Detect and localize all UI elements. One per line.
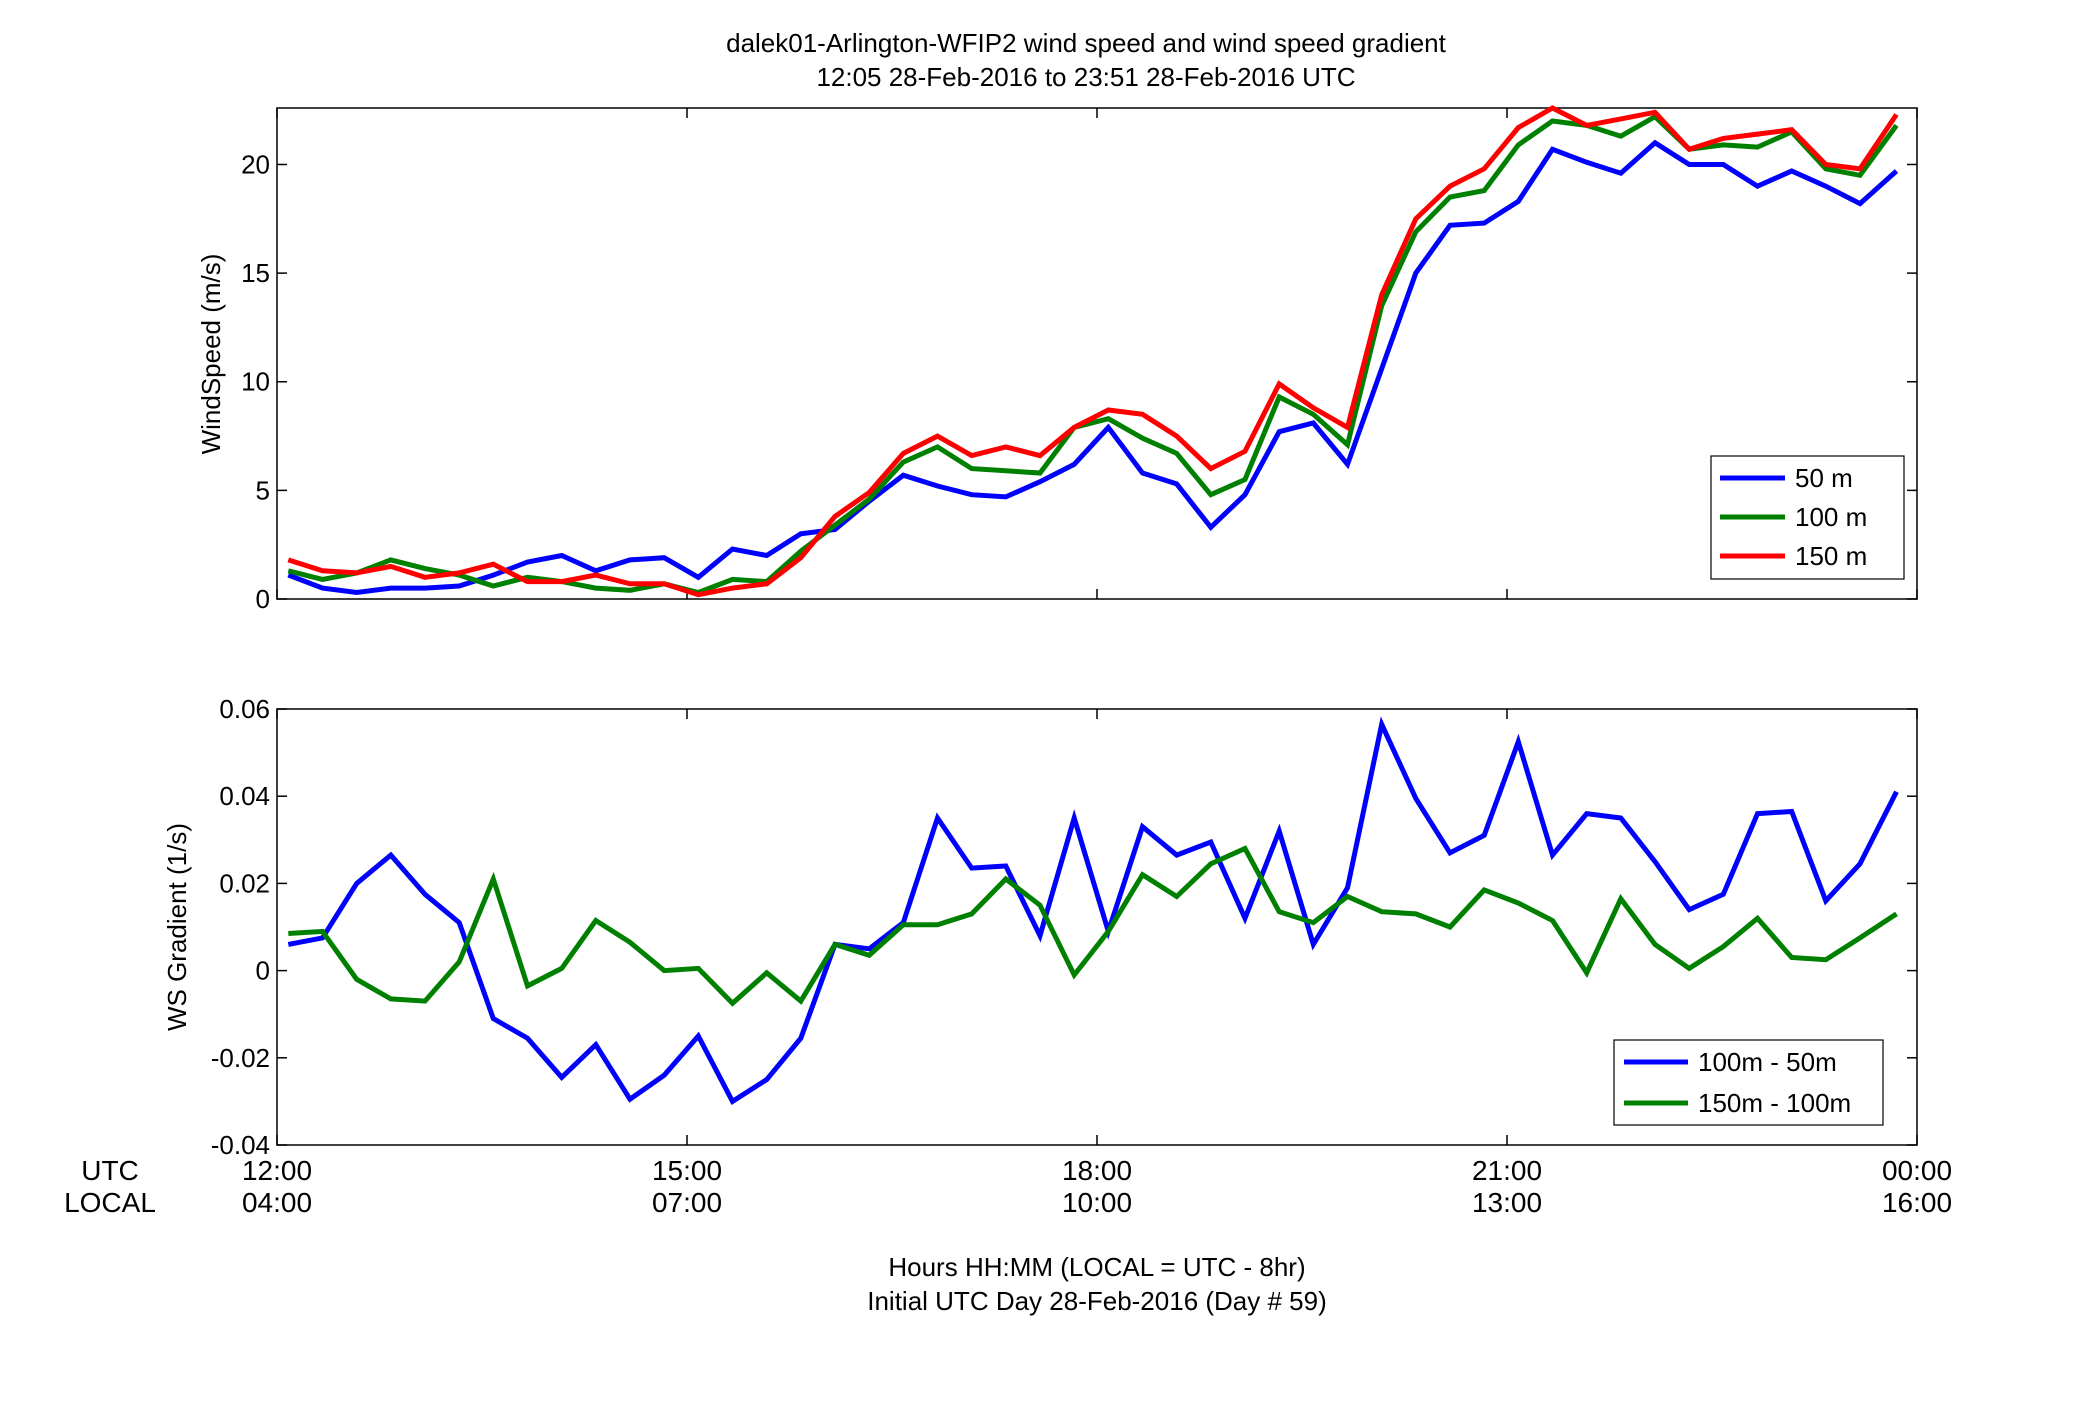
gradient-legend: 100m - 50m 150m - 100m — [1613, 1039, 1884, 1126]
windspeed-series-lines — [287, 105, 1899, 598]
legend-label-150m-100m: 150m - 100m — [1698, 1088, 1851, 1118]
x-axis-label-line1: Hours HH:MM (LOCAL = UTC - 8hr) — [888, 1252, 1305, 1282]
legend-label-100m-50m: 100m - 50m — [1698, 1047, 1837, 1077]
gradient-y-axis-label: WS Gradient (1/s) — [162, 823, 192, 1031]
windspeed-ytick-label: 20 — [241, 149, 270, 179]
x-axis-label-line2: Initial UTC Day 28-Feb-2016 (Day # 59) — [867, 1286, 1327, 1316]
series-line-100mminus50m — [287, 716, 1899, 1105]
gradient-ytick-label: 0 — [256, 956, 270, 986]
windspeed-panel: 0 5 10 15 20 WindSpeed (m/s) 50 m 100 m 150 … — [196, 105, 1918, 614]
legend-label-150m: 150 m — [1795, 541, 1867, 571]
windspeed-y-axis-label: WindSpeed (m/s) — [196, 254, 226, 455]
windspeed-ytick-label: 10 — [241, 367, 270, 397]
legend-label-50m: 50 m — [1795, 463, 1853, 493]
windspeed-legend: 50 m 100 m 150 m — [1710, 455, 1905, 580]
x-tick-label-local: 04:00 — [242, 1187, 312, 1218]
series-line-50m — [287, 139, 1899, 596]
x-tick-label-utc: 00:00 — [1882, 1155, 1952, 1186]
x-tick-label-local: 13:00 — [1472, 1187, 1542, 1218]
chart-title-line1: dalek01-Arlington-WFIP2 wind speed and w… — [726, 28, 1447, 58]
gradient-y-ticks: -0.04 -0.02 0 0.02 0.04 0.06 — [211, 694, 1918, 1160]
gradient-ytick-label: -0.02 — [211, 1043, 270, 1073]
gradient-series-lines — [287, 716, 1899, 1105]
x-tick-label-utc: 18:00 — [1062, 1155, 1132, 1186]
gradient-ytick-label: -0.04 — [211, 1130, 270, 1160]
utc-row-label: UTC — [81, 1155, 139, 1186]
x-tick-label-local: 10:00 — [1062, 1187, 1132, 1218]
gradient-panel: -0.04 -0.02 0 0.02 0.04 0.06 WS Gradient (1/s… — [162, 694, 1918, 1160]
windspeed-ytick-label: 15 — [241, 258, 270, 288]
x-tick-label-utc: 15:00 — [652, 1155, 722, 1186]
gradient-ytick-label: 0.02 — [219, 868, 270, 898]
gradient-legend-box — [1613, 1039, 1884, 1126]
windspeed-y-ticks: 0 5 10 15 20 — [241, 108, 1918, 614]
x-tick-label-local: 07:00 — [652, 1187, 722, 1218]
legend-label-100m: 100 m — [1795, 502, 1867, 532]
windspeed-ytick-label: 0 — [256, 584, 270, 614]
series-line-150mminus100m — [288, 845, 1898, 1007]
chart-title-line2: 12:05 28-Feb-2016 to 23:51 28-Feb-2016 U… — [816, 62, 1355, 92]
x-tick-label-local: 16:00 — [1882, 1187, 1952, 1218]
gradient-ytick-label: 0.04 — [219, 781, 270, 811]
x-tick-label-utc: 21:00 — [1472, 1155, 1542, 1186]
gradient-ytick-label: 0.06 — [219, 694, 270, 724]
windspeed-ytick-label: 5 — [256, 475, 270, 505]
x-tick-label-utc: 12:00 — [242, 1155, 312, 1186]
local-row-label: LOCAL — [64, 1187, 156, 1218]
series-line-150m — [287, 105, 1899, 598]
